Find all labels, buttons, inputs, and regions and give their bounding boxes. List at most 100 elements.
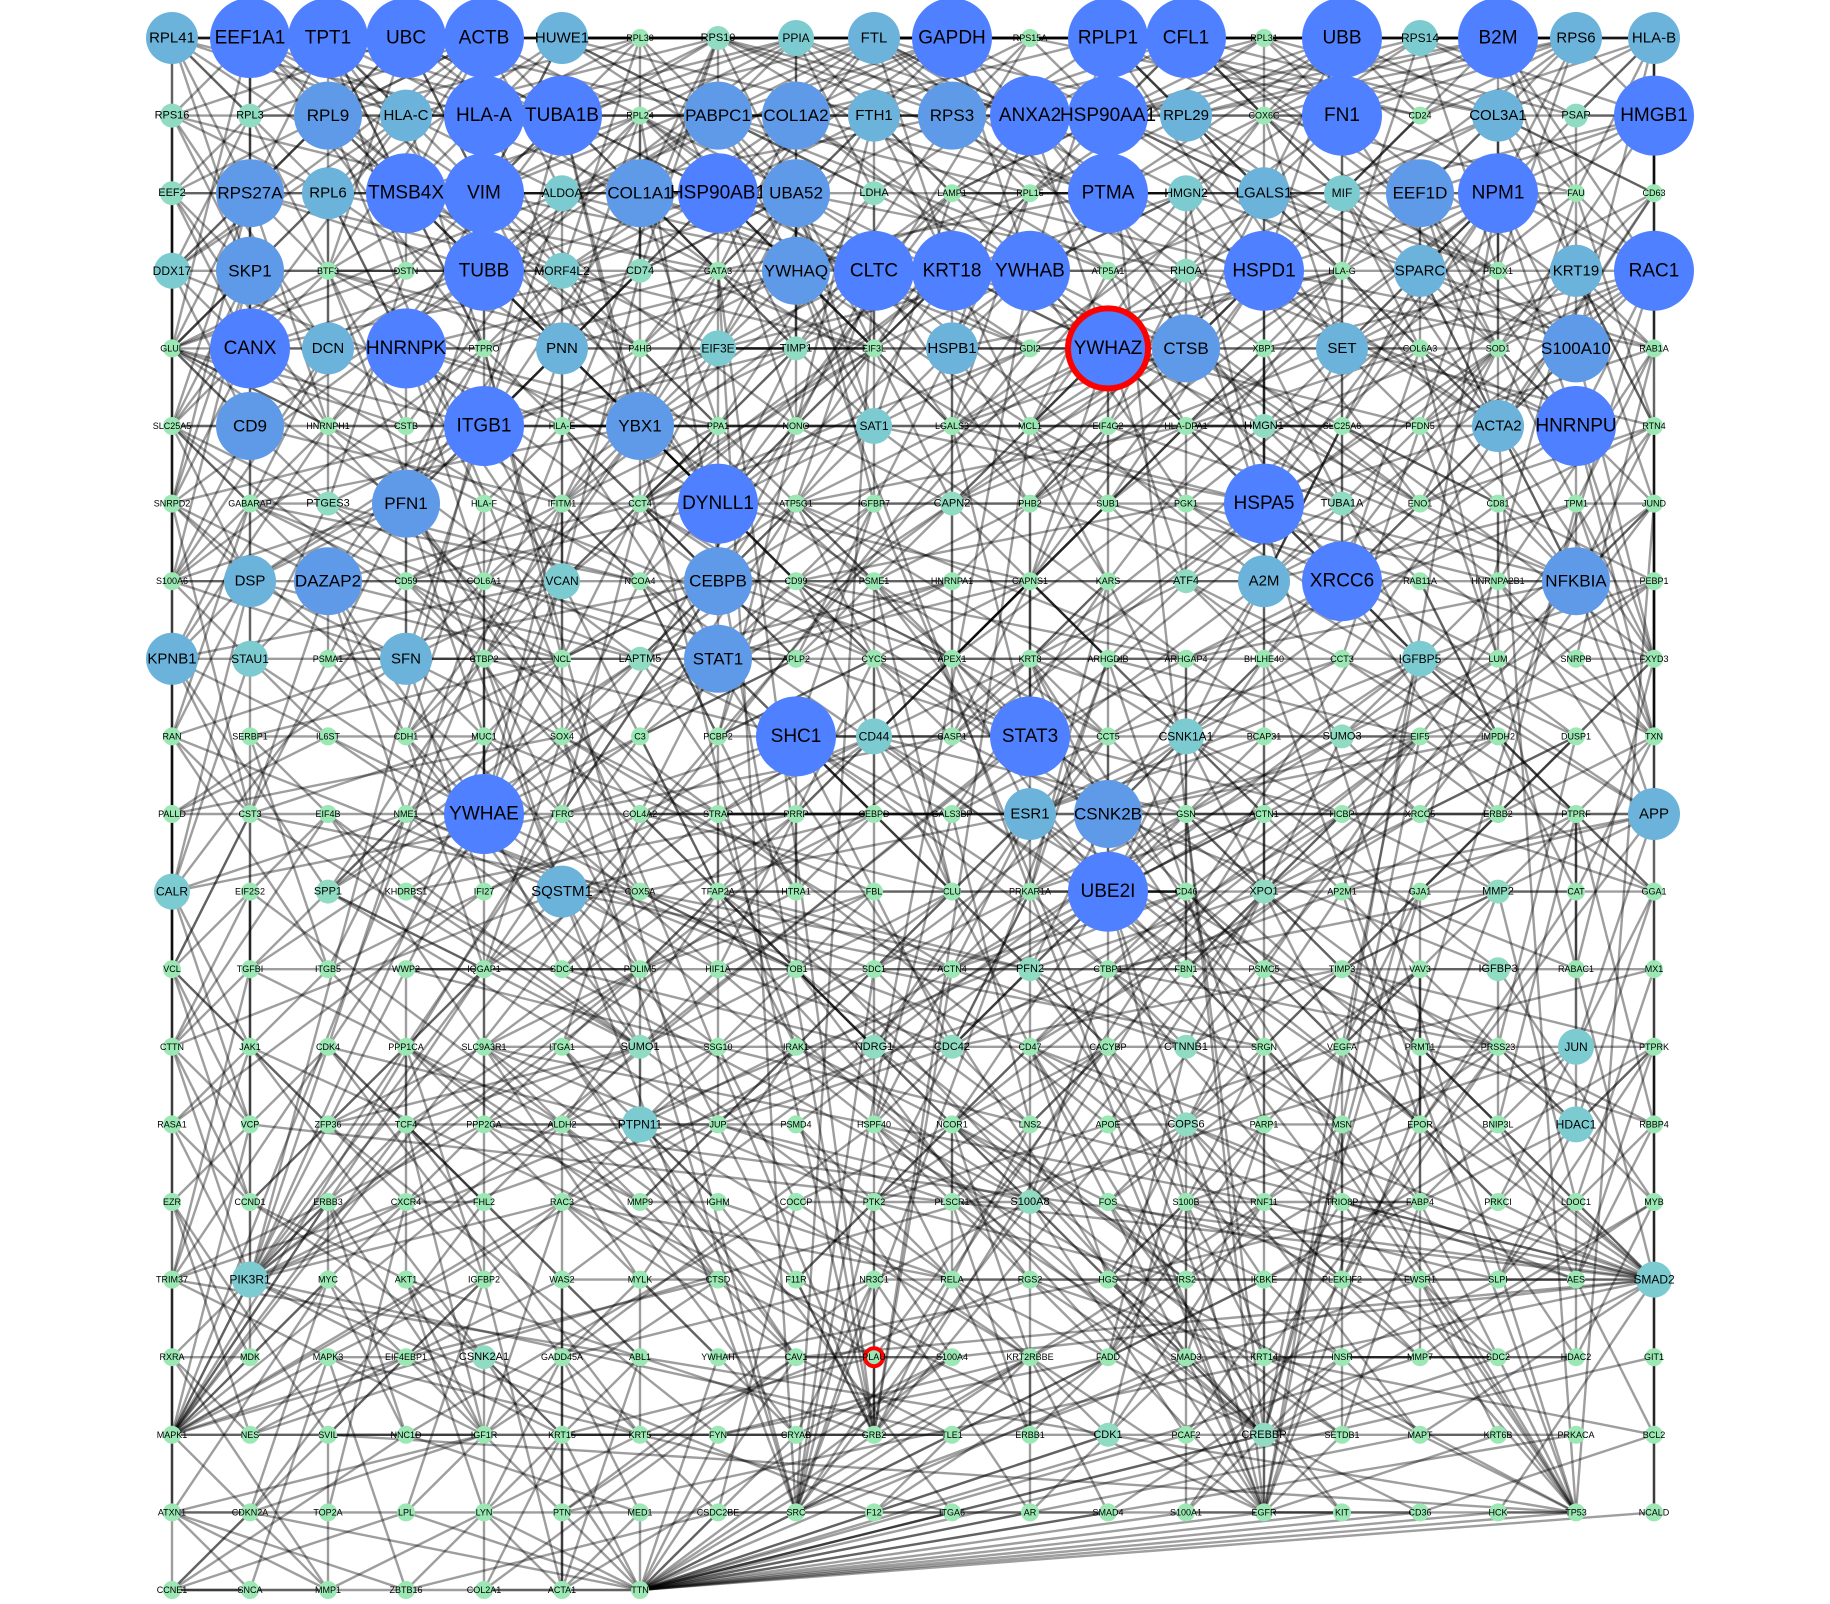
node-ncl[interactable]: NCL (553, 649, 571, 668)
node-b2m[interactable]: B2M (1458, 0, 1538, 78)
node-fn1[interactable]: FN1 (1302, 75, 1382, 156)
node-ywhae[interactable]: YWHAE (444, 774, 524, 854)
node-ttn[interactable]: TTN (631, 1581, 649, 1599)
node-anxa2[interactable]: ANXA2 (990, 75, 1070, 156)
node-sparc[interactable]: SPARC (1394, 244, 1446, 297)
node-hspb1[interactable]: HSPB1 (926, 322, 978, 375)
node-itgb1[interactable]: ITGB1 (444, 386, 524, 466)
node-sat1[interactable]: SAT1 (856, 408, 892, 444)
node-ybx1[interactable]: YBX1 (606, 392, 674, 460)
node-canx[interactable]: CANX (210, 308, 290, 389)
node-skp1[interactable]: SKP1 (216, 236, 284, 305)
node-app[interactable]: APP (1628, 788, 1680, 840)
node-cebpb[interactable]: CEBPB (684, 547, 752, 616)
node-set[interactable]: SET (1316, 322, 1368, 375)
node-cfl1[interactable]: CFL1 (1146, 0, 1226, 78)
node-ubc[interactable]: UBC (366, 0, 446, 78)
node-eif3e[interactable]: EIF3E (700, 330, 736, 367)
node-ywhab[interactable]: YWHAB (990, 230, 1070, 311)
node-csnk2b[interactable]: CSNK2B (1074, 780, 1142, 848)
node-sfn[interactable]: SFN (380, 632, 432, 685)
node-pnn[interactable]: PNN (536, 322, 588, 375)
node-jun[interactable]: JUN (1558, 1028, 1594, 1065)
node-stat1[interactable]: STAT1 (684, 624, 752, 693)
node-eef1a1[interactable]: EEF1A1 (210, 0, 290, 78)
node-ppia[interactable]: PPIA (778, 20, 814, 56)
node-tpt1[interactable]: TPT1 (288, 0, 368, 78)
node-mif[interactable]: MIF (1324, 175, 1360, 212)
node-ywhaz[interactable]: YWHAZ (1065, 305, 1151, 392)
node-dynll1[interactable]: DYNLL1 (678, 463, 758, 544)
node-hla-c[interactable]: HLA-C (380, 89, 432, 142)
node-vim[interactable]: VIM (444, 153, 524, 234)
node-vcl[interactable]: VCL (163, 960, 181, 979)
node-stat3[interactable]: STAT3 (990, 696, 1070, 777)
node-krt19[interactable]: KRT19 (1550, 244, 1602, 297)
node-calr[interactable]: CALR (154, 873, 190, 910)
node-dazap2[interactable]: DAZAP2 (294, 547, 362, 616)
node-hspa5[interactable]: HSPA5 (1224, 463, 1304, 544)
node-tmsb4x[interactable]: TMSB4X (366, 153, 446, 234)
node-pfn1[interactable]: PFN1 (372, 469, 440, 538)
node-tubb[interactable]: TUBB (444, 230, 524, 311)
node-plau[interactable]: PLAU (862, 1346, 886, 1369)
node-f12[interactable]: F12 (865, 1503, 883, 1522)
node-fau[interactable]: FAU (1567, 184, 1585, 203)
node-clu[interactable]: CLU (943, 882, 961, 901)
node-rps27a[interactable]: RPS27A (216, 159, 284, 228)
node-cd9[interactable]: CD9 (216, 392, 284, 460)
node-fyn[interactable]: FYN (709, 1425, 727, 1444)
node-gapdh[interactable]: GAPDH (912, 0, 992, 78)
node-tuba1b[interactable]: TUBA1B (522, 75, 602, 156)
node-hla-b[interactable]: HLA-B (1628, 12, 1680, 64)
node-col1a2[interactable]: COL1A2 (762, 81, 830, 150)
node-vcan[interactable]: VCAN (544, 563, 580, 600)
node-a2m[interactable]: A2M (1238, 555, 1290, 608)
node-fth1[interactable]: FTH1 (848, 89, 900, 142)
node-cd44[interactable]: CD44 (856, 718, 892, 755)
node-rps6[interactable]: RPS6 (1550, 12, 1602, 64)
node-kit[interactable]: KIT (1333, 1503, 1351, 1522)
node-actb[interactable]: ACTB (444, 0, 524, 78)
node-npm1[interactable]: NPM1 (1458, 153, 1538, 234)
node-rplp1[interactable]: RPLP1 (1068, 0, 1148, 78)
node-pabpc1[interactable]: PABPC1 (684, 81, 752, 150)
node-ube2i[interactable]: UBE2I (1068, 851, 1148, 932)
node-col1a1[interactable]: COL1A1 (606, 159, 674, 228)
node-hspd1[interactable]: HSPD1 (1224, 230, 1304, 311)
node-hnrnpk[interactable]: HNRNPK (366, 308, 447, 389)
node-rpl9[interactable]: RPL9 (294, 81, 362, 150)
node-c3[interactable]: C3 (631, 727, 649, 746)
node-shc1[interactable]: SHC1 (756, 696, 836, 777)
node-txn[interactable]: TXN (1645, 727, 1663, 746)
node-rac1[interactable]: RAC1 (1614, 230, 1694, 311)
node-esr1[interactable]: ESR1 (1004, 788, 1056, 840)
node-uba52[interactable]: UBA52 (762, 159, 830, 228)
node-hnrnpu[interactable]: HNRNPU (1535, 386, 1617, 466)
node-hmgb1[interactable]: HMGB1 (1614, 75, 1694, 156)
node-cltc[interactable]: CLTC (834, 230, 914, 311)
node-ptn[interactable]: PTN (553, 1503, 571, 1522)
node-hla-a[interactable]: HLA-A (444, 75, 524, 156)
node-ubb[interactable]: UBB (1302, 0, 1382, 78)
node-dsp[interactable]: DSP (224, 555, 276, 608)
node-rps3[interactable]: RPS3 (918, 81, 986, 150)
node-ar[interactable]: AR (1021, 1503, 1039, 1522)
node-aes[interactable]: AES (1567, 1270, 1585, 1289)
node-jup[interactable]: JUP (709, 1115, 727, 1134)
node-acta2[interactable]: ACTA2 (1472, 400, 1524, 452)
node-lpl[interactable]: LPL (397, 1503, 415, 1522)
node-kpnb1[interactable]: KPNB1 (146, 632, 198, 685)
node-dcn[interactable]: DCN (302, 322, 354, 375)
node-krt18[interactable]: KRT18 (912, 230, 992, 311)
node-xrcc6[interactable]: XRCC6 (1302, 541, 1382, 622)
node-rpl6[interactable]: RPL6 (302, 167, 354, 220)
node-ywhaq[interactable]: YWHAQ (762, 236, 830, 305)
node-rpl41[interactable]: RPL41 (146, 12, 198, 64)
node-ctsb[interactable]: CTSB (1152, 314, 1220, 383)
node-fbl[interactable]: FBL (865, 882, 883, 901)
node-ftl[interactable]: FTL (848, 12, 900, 64)
node-rpl29[interactable]: RPL29 (1160, 89, 1212, 142)
node-ptma[interactable]: PTMA (1068, 153, 1148, 234)
node-eef1d[interactable]: EEF1D (1386, 159, 1454, 228)
